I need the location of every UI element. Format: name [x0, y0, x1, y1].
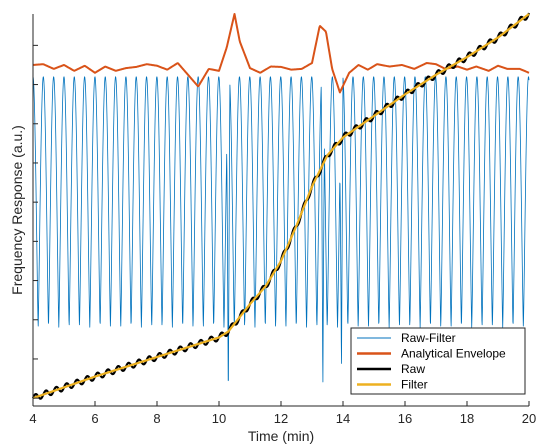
x-tick-label: 12 [274, 411, 288, 426]
x-tick-label: 6 [91, 411, 98, 426]
legend-label: Analytical Envelope [401, 347, 506, 361]
x-tick-label: 4 [29, 411, 36, 426]
x-tick-label: 20 [522, 411, 536, 426]
plot-area [31, 12, 531, 400]
x-tick-label: 14 [336, 411, 350, 426]
series-raw-filter-line [32, 76, 530, 383]
ticks: 4 6 8 10 12 14 16 18 20 [29, 44, 536, 426]
x-tick-label: 18 [460, 411, 474, 426]
series-filter-line [32, 13, 530, 400]
x-tick-label: 16 [398, 411, 412, 426]
x-tick-label: 10 [212, 411, 226, 426]
legend-label: Filter [401, 378, 428, 392]
legend-box [350, 327, 526, 395]
x-axis-title: Time (min) [248, 428, 314, 444]
y-axis-title: Frequency Response (a.u.) [9, 125, 25, 295]
legend-label: Raw-Filter [401, 331, 456, 345]
legend-label: Raw [401, 362, 425, 376]
x-tick-label: 8 [153, 411, 160, 426]
